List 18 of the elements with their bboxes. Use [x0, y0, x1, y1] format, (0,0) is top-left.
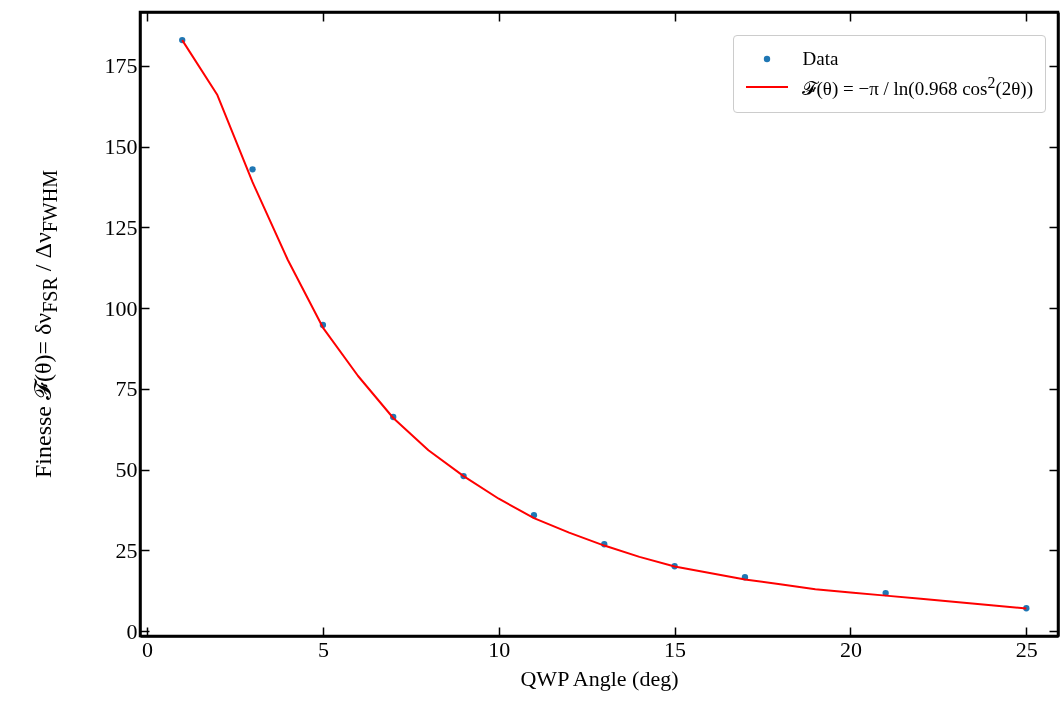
point [249, 166, 256, 173]
x-tick-label: 15 [664, 636, 687, 662]
y-tick-label: 125 [104, 214, 138, 240]
x-tick-label: 25 [1015, 636, 1038, 662]
y-tick-label: 175 [104, 53, 138, 79]
legend-label: Data [802, 48, 839, 70]
x-tick-label: 10 [488, 636, 511, 662]
x-tick-label: 5 [317, 636, 329, 662]
x-tick-label: 20 [839, 636, 862, 662]
y-tick-label: 100 [104, 295, 138, 321]
y-tick-label: 150 [104, 134, 138, 160]
y-tick-label: 25 [115, 537, 138, 563]
x-tick-label: 0 [142, 636, 154, 662]
y-tick-label: 75 [115, 376, 138, 402]
x-axis-title: QWP Angle (deg) [520, 665, 679, 691]
y-tick-label: 50 [115, 457, 138, 483]
y-tick-label: 0 [126, 618, 138, 644]
legend-label: 𝓕(θ) = −π / ln(0.968 cos$^{2}$(2θ)) [802, 74, 1033, 101]
